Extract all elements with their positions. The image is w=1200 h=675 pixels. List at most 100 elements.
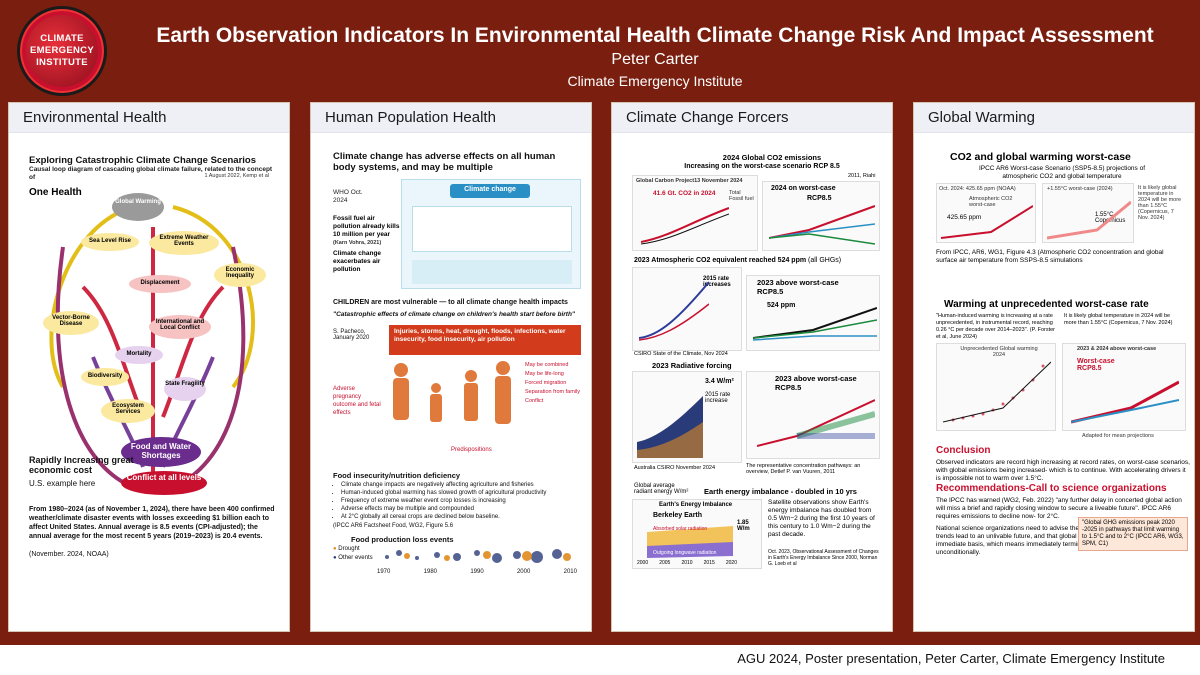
impact-item: Conflict (525, 398, 544, 404)
loss-legend: ● Drought ● Other events (333, 546, 373, 561)
children-title: CHILDREN are most vulnerable — to all cl… (333, 299, 568, 306)
national-text: National science organizations need to a… (936, 525, 1186, 556)
rf-source: Australia CSIRO November 2024 (634, 465, 716, 471)
panel-global-warming: Global Warming CO2 and global warming wo… (913, 102, 1195, 632)
year-label: 1970 (377, 569, 391, 575)
unprecedented-quote: "Human-induced warming is increasing at … (936, 313, 1056, 340)
eei-source: Oct. 2023, Observational Assessment of C… (768, 549, 879, 567)
eei-chart: Earth's Energy Imbalance Berkeley Earth … (632, 499, 762, 569)
footer-text: AGU 2024, Poster presentation, Peter Car… (737, 651, 1165, 666)
node-state-fragility: State Fragility (164, 377, 206, 401)
conclusion-text: Observed indicators are record high incr… (936, 459, 1190, 482)
eei-sub: Earth's Energy Imbalance (659, 502, 733, 508)
env-citation: 1 August 2022, Kemp et al (204, 173, 269, 179)
eei-year: 2020 (725, 560, 737, 566)
worst-case-chart: 2023 & 2024 above worst-case Worst-case … (1062, 343, 1186, 431)
oct-label: Oct. 2024: 425.65 ppm (NOAA) (939, 186, 1016, 192)
node-mortality: Mortality (115, 346, 163, 364)
children-figures-illustration (393, 361, 511, 424)
ppm-value: 425.65 ppm (947, 214, 982, 221)
exacerbates-text: Climate change exacerbates air pollution (333, 250, 382, 273)
above-worst-chart: 2023 above worst-case RCP8.5 524 ppm (746, 275, 880, 351)
impact-item: Separation from family (525, 389, 581, 395)
logo-line-3: INSTITUTE (36, 57, 88, 68)
loss-events-title: Food production loss events (351, 535, 454, 544)
likely-text: It is likely global temperature in 2024 … (1064, 313, 1173, 326)
node-vector-borne: Vector-Borne Disease (43, 311, 99, 335)
co2-title: 2024 Global CO2 emissions (722, 153, 822, 162)
fossil-label: Fossil fuel (729, 196, 754, 202)
gtco2-label: 41.6 Gt. CO2 in 2024 (653, 190, 716, 197)
eei-year: 2000 (637, 560, 649, 566)
legend-other: Other events (338, 555, 373, 561)
co2e-title: 2023 Atmospheric CO2 equivalent reached … (634, 257, 894, 264)
ppm-label: 524 ppm (767, 302, 796, 309)
total-label: Total (729, 190, 741, 196)
fossil-source: (Karn Vohra, 2021) (333, 240, 382, 246)
co2e-all: (all GHGs) (808, 257, 842, 264)
food-bullet: Climate change impacts are negatively af… (341, 481, 581, 489)
recommendations-text: The IPCC has warned (WG2, Feb. 2022) "an… (936, 497, 1182, 520)
logo-line-2: EMERGENCY (30, 45, 94, 56)
unprec-global: Unprecedented Global warming 2024 (960, 346, 1038, 358)
food-bullet: Adverse effects may be multiple and comp… (341, 505, 581, 513)
poster: CLIMATE EMERGENCY INSTITUTE Earth Observ… (0, 0, 1200, 645)
gw-note: It is likely global temperature in 2024 … (1138, 185, 1182, 221)
eei-value: 1.85 W/m (737, 520, 750, 532)
above-worst-label: 2023 above worst-case RCP8.5 (757, 278, 839, 296)
co2-projection-chart: Oct. 2024: 425.65 ppm (NOAA) Atmospheric… (936, 183, 1036, 243)
eei-year: 2005 (659, 560, 671, 566)
rf-value: 3.4 W/m² (705, 378, 734, 385)
fossil-text: Fossil fuel air pollution already kills … (333, 215, 400, 238)
impact-list: May be combined May be life-long Forced … (525, 361, 585, 406)
climate-change-label: Climate change (450, 184, 530, 198)
gcp-label: Global Carbon Project13 November 2024 (636, 178, 743, 184)
impact-item: May be combined (525, 362, 569, 368)
rcp85-label: RCP8.5 (807, 195, 832, 202)
eei-label: Global average radiant energy W/m² (634, 483, 689, 495)
env-subheading: Causal loop diagram of cascading global … (29, 166, 273, 181)
node-biodiversity: Biodiversity (81, 368, 129, 386)
one-health-label: One Health (29, 187, 82, 198)
panel-title: Climate Change Forcers (612, 103, 892, 133)
recommendations-title: Recommendations-Call to science organiza… (936, 483, 1167, 494)
food-title: Food insecurity/nutrition deficiency (333, 471, 461, 480)
env-heading: Exploring Catastrophic Climate Change Sc… (29, 155, 256, 166)
panel-human-population-health: Human Population Health Climate change h… (310, 102, 592, 632)
rcp-projection-chart: 2023 above worst-case RCP8.5 (746, 371, 880, 459)
impact-item: Forced migration (525, 380, 567, 386)
poster-title: Earth Observation Indicators In Environm… (156, 24, 1154, 47)
panel-environmental-health: Environmental Health Exploring Catastrop… (8, 102, 290, 632)
node-food-water: Food and Water Shortages (121, 437, 201, 467)
rf-rate: 2015 rate increase (705, 392, 731, 404)
impact-item: May be life-long (525, 371, 564, 377)
adapted-label: Adapted for mean projections (1082, 433, 1154, 439)
food-bullets: Climate change impacts are negatively af… (341, 481, 581, 521)
panel-climate-change-forcers: Climate Change Forcers 2024 Global CO2 e… (611, 102, 893, 632)
node-economic-inequality: Economic Inequality (214, 263, 266, 287)
food-bullet: Frequency of extreme weather event crop … (341, 497, 581, 505)
env-source: (November. 2024, NOAA) (29, 551, 109, 558)
worst-label: +1.55°C worst-case (2024) (1047, 186, 1113, 192)
rate-increases: 2015 rate increases (703, 276, 731, 288)
csiro-label: CSIRO State of the Climate, Nov 2024 (634, 351, 728, 357)
worst-case-label: Worst-case RCP8.5 (1077, 358, 1115, 372)
panel-title: Environmental Health (9, 103, 289, 133)
eei-year: 2010 (681, 560, 693, 566)
rcp-source: The representative concentration pathway… (746, 463, 861, 475)
atm-label: Atmospheric CO2 worst-case (969, 196, 1013, 208)
node-ecosystem-services: Ecosystem Services (101, 399, 155, 423)
legend-drought: Drought (338, 546, 360, 552)
header: CLIMATE EMERGENCY INSTITUTE Earth Observ… (0, 0, 1200, 98)
node-sea-level-rise: Sea Level Rise (81, 233, 139, 251)
radiative-forcing-chart: 3.4 W/m² 2015 rate increase (632, 371, 742, 463)
node-conflict: International and Local Conflict (149, 315, 211, 339)
panel-title: Global Warming (914, 103, 1194, 133)
env-body: From 1980–2024 (as of November 1, 2024),… (29, 506, 275, 540)
node-global-warming: Global Warming (112, 193, 164, 221)
berkeley-label: Berkeley Earth (653, 512, 703, 519)
gw-from: From IPCC, AR6, WG1, Figure 4.3 (Atmosph… (936, 249, 1164, 264)
eei-text: Satellite observations show Earth's ener… (768, 499, 875, 538)
year-label: 1990 (470, 569, 484, 575)
logo-line-1: CLIMATE (40, 33, 84, 44)
